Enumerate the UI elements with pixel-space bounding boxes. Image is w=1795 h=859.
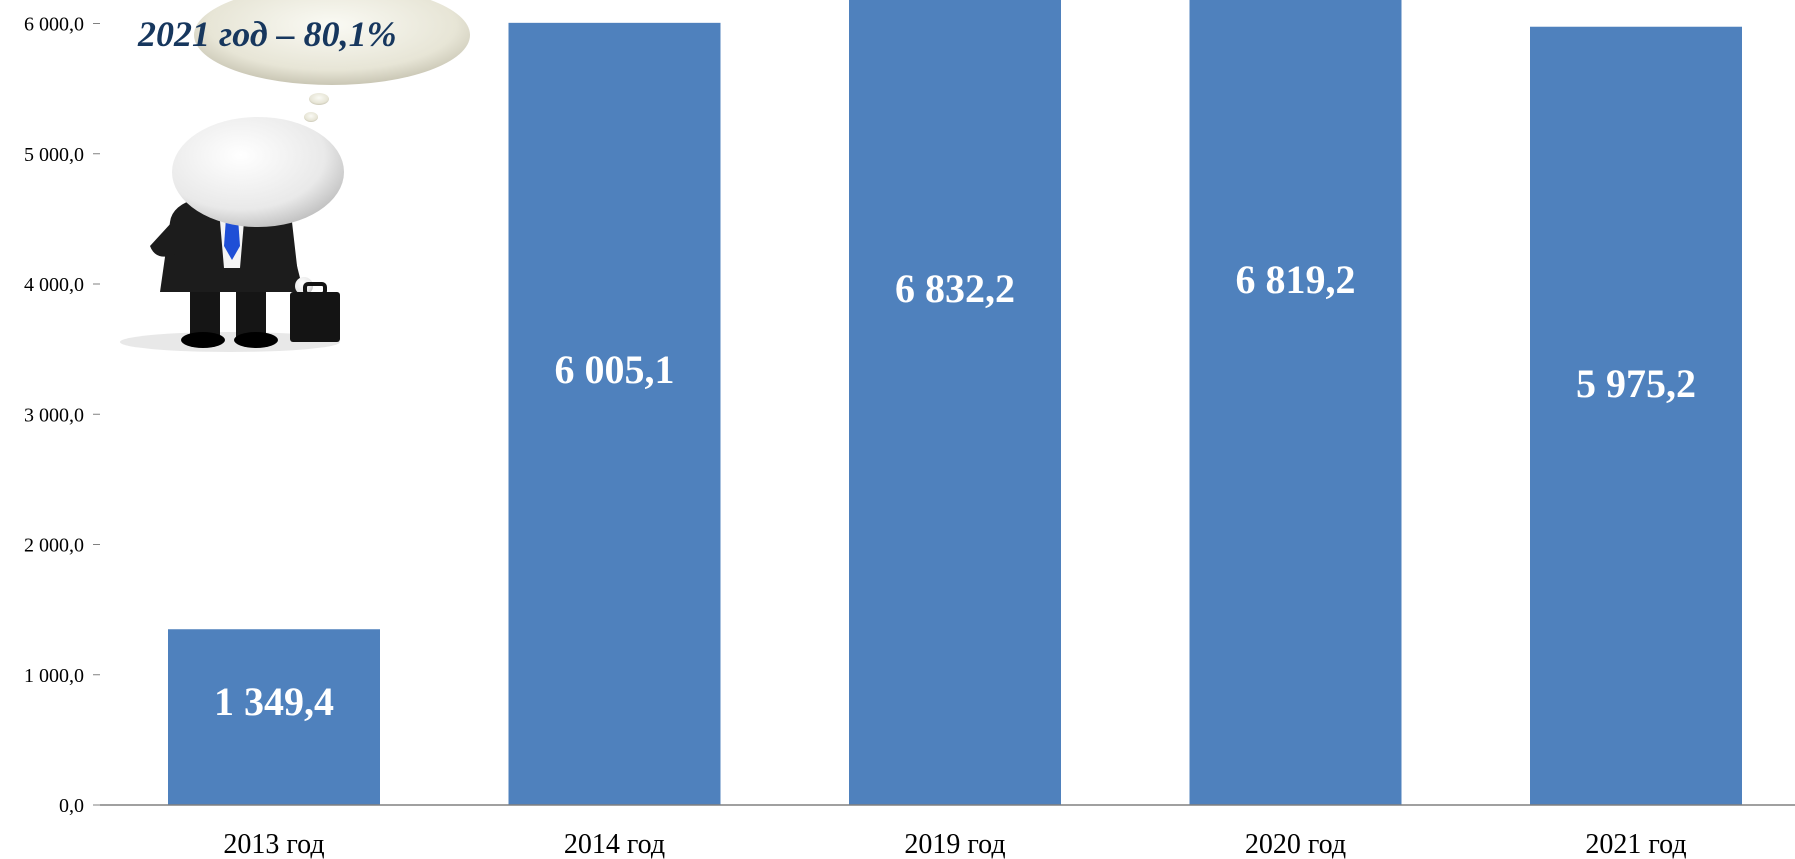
bar bbox=[508, 22, 721, 805]
bar-value-label: 1 349,4 bbox=[214, 679, 334, 724]
y-axis: 0,0 1 000,0 2 000,0 3 000,0 4 000,0 5 000,0 6 … bbox=[24, 14, 100, 817]
x-axis-labels: 2013 год 2014 год 2019 год 2020 год 2021 год bbox=[223, 829, 1686, 859]
bar bbox=[1530, 26, 1742, 805]
x-category-label: 2019 год bbox=[904, 829, 1005, 859]
y-tick-label: 1 000,0 bbox=[24, 665, 84, 687]
bar-value-label: 6 832,2 bbox=[895, 266, 1015, 311]
y-tick-label: 0,0 bbox=[59, 795, 84, 817]
y-tick-label: 6 000,0 bbox=[24, 14, 84, 36]
data-labels: 1 349,4 6 005,1 6 832,2 6 819,2 5 975,2 bbox=[214, 257, 1696, 724]
y-tick-label: 5 000,0 bbox=[24, 144, 84, 166]
y-tick-label: 4 000,0 bbox=[24, 274, 84, 296]
callout-text: 2021 год – 80,1% bbox=[137, 14, 397, 54]
bar bbox=[168, 629, 380, 805]
x-category-label: 2020 год bbox=[1245, 829, 1346, 859]
y-tick-label: 3 000,0 bbox=[24, 404, 84, 426]
x-category-label: 2013 год bbox=[223, 829, 324, 859]
bars bbox=[168, 0, 1742, 805]
bar-value-label: 5 975,2 bbox=[1576, 361, 1696, 406]
thought-bubble: 2021 год – 80,1% bbox=[137, 0, 470, 137]
bar-value-label: 6 005,1 bbox=[555, 347, 675, 392]
y-tick-label: 2 000,0 bbox=[24, 535, 84, 557]
bar-value-label: 6 819,2 bbox=[1236, 257, 1356, 302]
bar bbox=[849, 0, 1061, 805]
x-category-label: 2014 год bbox=[564, 829, 665, 859]
thinking-businessman-icon bbox=[120, 117, 344, 352]
x-category-label: 2021 год bbox=[1585, 829, 1686, 859]
bar bbox=[1189, 0, 1402, 805]
